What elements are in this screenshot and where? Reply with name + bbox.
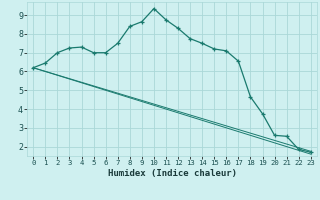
X-axis label: Humidex (Indice chaleur): Humidex (Indice chaleur) [108, 169, 236, 178]
